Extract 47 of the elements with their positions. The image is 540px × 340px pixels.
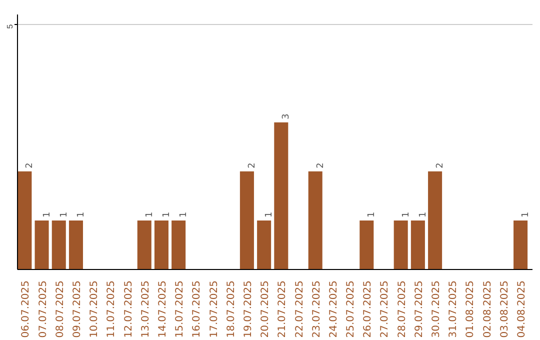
data-label: 1: [521, 212, 532, 218]
x-tick-label: 09.07.2025: [72, 280, 83, 338]
data-label: 2: [316, 162, 326, 168]
x-tick-label: 10.07.2025: [89, 280, 100, 338]
x-tick-label: 25.07.2025: [346, 280, 357, 338]
data-label: 1: [59, 212, 70, 218]
data-label: 1: [76, 212, 86, 218]
x-tick-label: 17.07.2025: [208, 280, 220, 338]
data-label: 1: [42, 212, 52, 218]
y-tick-label: 5: [6, 24, 14, 29]
x-tick-label: 02.08.2025: [482, 280, 494, 338]
data-label: 2: [25, 162, 36, 168]
x-tick-label: 24.07.2025: [328, 280, 340, 338]
x-tick-label: 01.08.2025: [465, 280, 476, 338]
x-tick-label: 18.07.2025: [226, 280, 237, 338]
x-tick-label: 19.07.2025: [242, 280, 254, 338]
x-tick-label: 11.07.2025: [106, 280, 118, 338]
x-tick-label: 03.08.2025: [499, 280, 510, 338]
x-tick-label: 30.07.2025: [431, 280, 442, 338]
data-label: 1: [418, 212, 428, 218]
x-tick-label: 27.07.2025: [380, 280, 391, 338]
x-tick-label: 23.07.2025: [311, 280, 322, 338]
x-tick-label: 13.07.2025: [140, 280, 152, 338]
x-tick-label: 28.07.2025: [396, 280, 408, 338]
x-tick-label: 07.07.2025: [38, 280, 49, 338]
x-tick-label: 15.07.2025: [174, 280, 186, 338]
data-label: 1: [162, 212, 172, 218]
x-tick-label: 16.07.2025: [192, 280, 203, 338]
data-label: 1: [367, 212, 378, 218]
data-label: 1: [401, 212, 412, 218]
x-tick-label: 12.07.2025: [123, 280, 134, 338]
x-tick-label: 14.07.2025: [157, 280, 168, 338]
data-label: 3: [282, 114, 292, 120]
x-tick-label: 08.07.2025: [54, 280, 66, 338]
x-tick-label: 22.07.2025: [294, 280, 306, 338]
x-tick-label: 31.07.2025: [448, 280, 460, 338]
data-label: 1: [144, 212, 155, 218]
data-label: 2: [436, 162, 446, 168]
data-label: 2: [247, 162, 258, 168]
x-tick-label: 20.07.2025: [260, 280, 272, 338]
x-tick-label: 04.08.2025: [516, 280, 528, 338]
x-tick-label: 26.07.2025: [362, 280, 374, 338]
data-label: 1: [264, 212, 275, 218]
data-label: 1: [179, 212, 190, 218]
x-tick-label: 29.07.2025: [414, 280, 425, 338]
x-tick-label: 06.07.2025: [20, 280, 32, 338]
x-tick-label: 21.07.2025: [277, 280, 288, 338]
